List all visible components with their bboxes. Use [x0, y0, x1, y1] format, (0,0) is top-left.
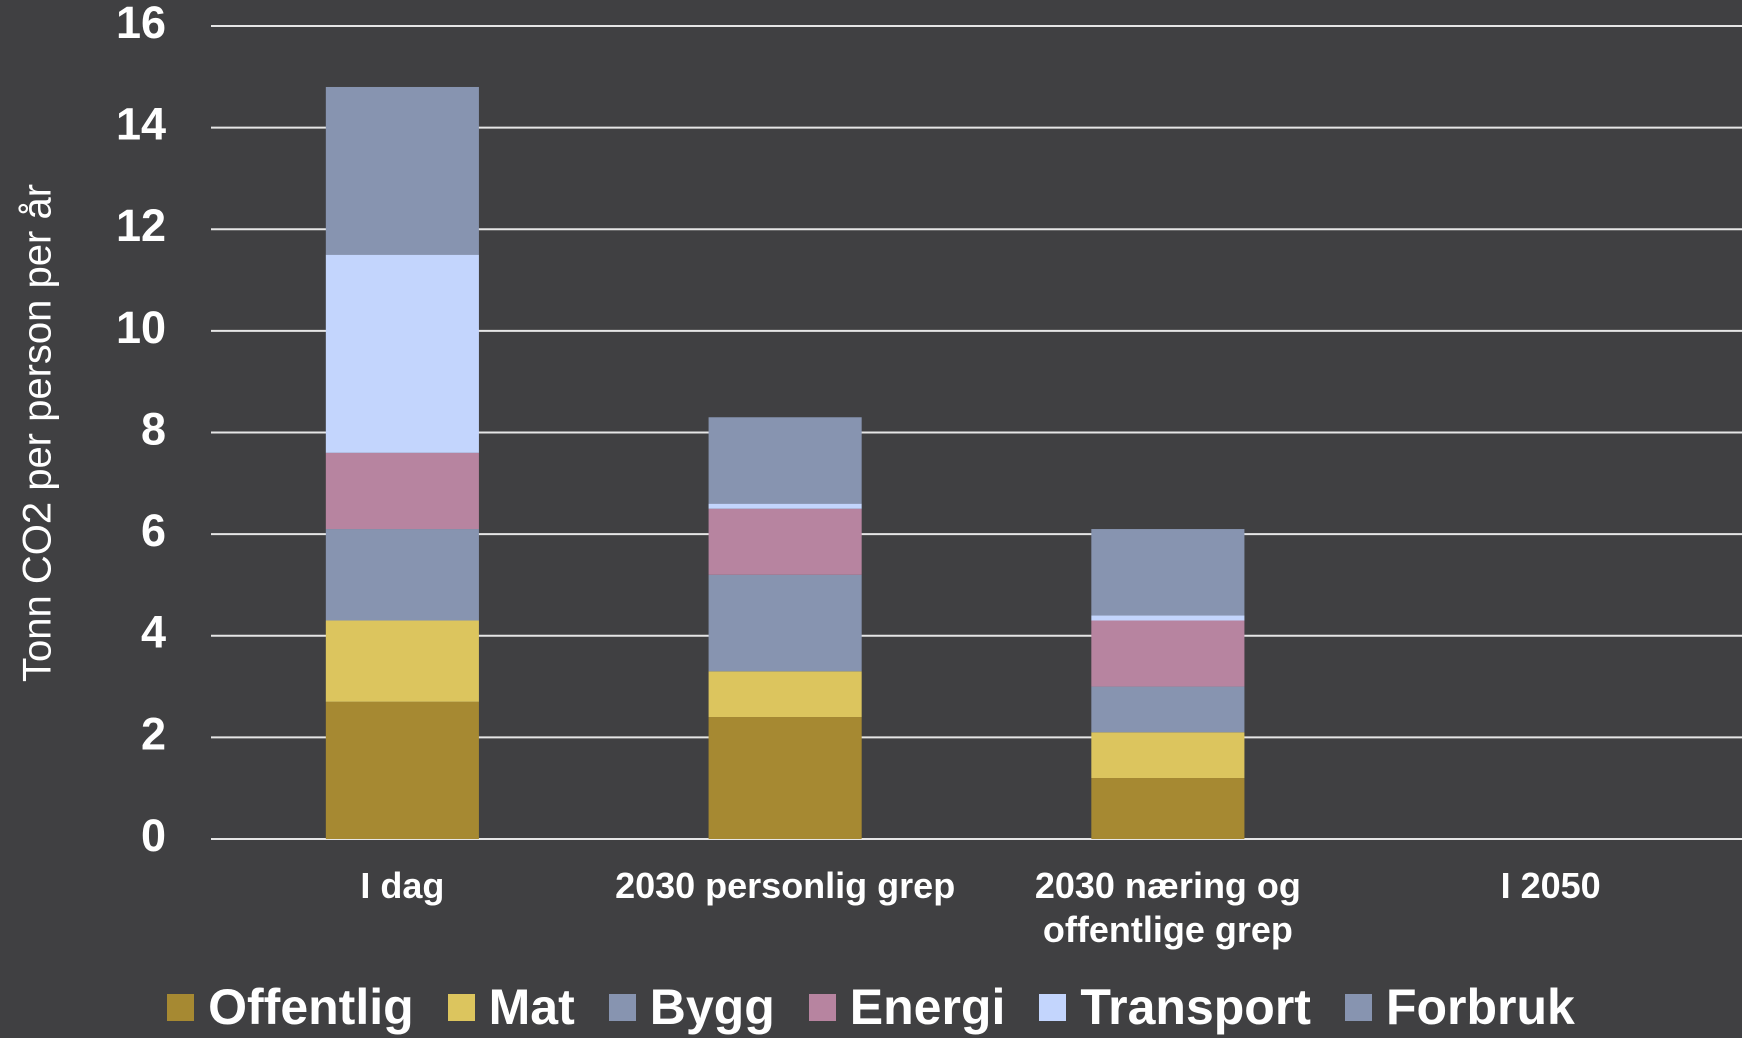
legend: Offentlig Mat Bygg Energi Transport Forbruk [0, 978, 1742, 1036]
legend-swatch [608, 993, 636, 1021]
legend-swatch [167, 993, 195, 1021]
bar-segment [325, 529, 479, 621]
y-tick-label: 8 [141, 403, 166, 454]
y-axis-title: Tonn CO2 per person per år [16, 184, 60, 682]
legend-item: Mat [447, 978, 575, 1036]
x-tick-label: 2030 personlig grep [615, 865, 956, 906]
bar-segment [1091, 732, 1245, 779]
legend-item: Energi [808, 978, 1006, 1036]
bar-segment [708, 503, 862, 509]
legend-swatch [447, 993, 475, 1021]
legend-label: Bygg [649, 979, 775, 1035]
bar-segment [708, 717, 862, 839]
legend-item: Transport [1039, 978, 1311, 1036]
bar-segment [1091, 615, 1245, 621]
legend-label: Transport [1080, 979, 1311, 1035]
y-tick-label: 0 [141, 810, 166, 861]
legend-item: Bygg [608, 978, 775, 1036]
bar-segment [1091, 529, 1245, 616]
bar-segment [325, 701, 479, 839]
y-tick-label: 2 [141, 708, 166, 759]
legend-swatch [1344, 993, 1372, 1021]
plot: Tonn CO2 per person per år 0 2 4 6 8 10 12 14 16 [16, 0, 1742, 861]
y-tick-label: 10 [116, 302, 166, 353]
legend-label: Forbruk [1385, 979, 1575, 1035]
legend-label: Mat [488, 979, 575, 1035]
bar-segment [1091, 778, 1245, 839]
bar-segment [708, 417, 862, 504]
bar-segment [325, 452, 479, 530]
y-tick-label: 16 [116, 0, 166, 48]
bar-segment [325, 86, 479, 255]
y-tick-label: 4 [141, 607, 166, 658]
bar-segment [1091, 686, 1245, 733]
x-tick-label: 2030 næring og offentlige grep [1034, 865, 1301, 950]
bar-segment [708, 508, 862, 575]
x-tick-label: I 2050 [1500, 865, 1601, 906]
legend-item: Offentlig [167, 978, 414, 1036]
bar-segment [708, 671, 862, 718]
y-tick-label: 12 [116, 200, 166, 251]
legend-item: Forbruk [1344, 978, 1575, 1036]
legend-swatch [1039, 993, 1067, 1021]
bar-segment [708, 574, 862, 672]
legend-swatch [808, 993, 836, 1021]
legend-label: Energi [849, 979, 1006, 1035]
bar-segment [325, 620, 479, 702]
legend-label: Offentlig [208, 979, 414, 1035]
y-tick-label: 14 [116, 99, 166, 150]
bar-segment [1091, 620, 1245, 687]
bar-segment [325, 254, 479, 453]
x-tick-label: I dag [360, 865, 445, 906]
y-tick-label: 6 [141, 505, 166, 556]
